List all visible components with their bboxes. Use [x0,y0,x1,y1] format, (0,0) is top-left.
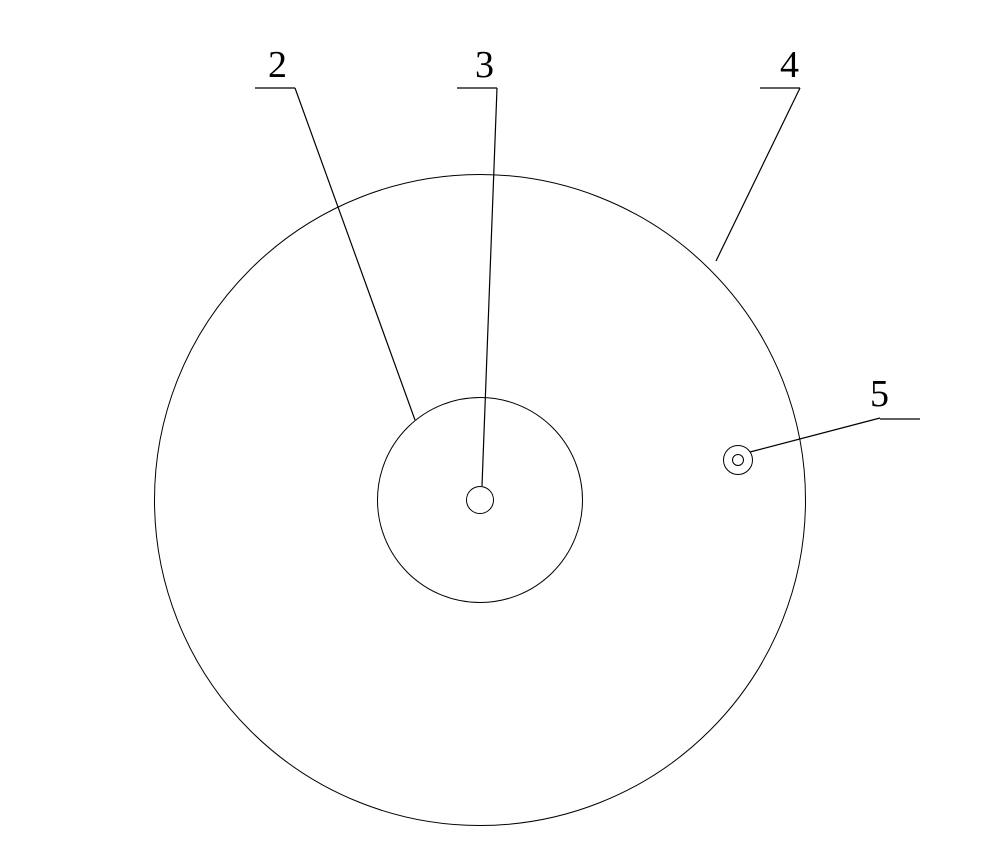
callout-label-2: 2 [268,43,287,87]
center-hole-circle [466,486,494,514]
callout-label-4: 4 [780,43,799,87]
leader-line-4 [716,88,800,261]
callout-label-5: 5 [870,372,889,416]
side-inner-circle [732,454,744,466]
diagram-stage: 2 3 4 5 [0,0,1000,867]
callout-label-3: 3 [475,43,494,87]
